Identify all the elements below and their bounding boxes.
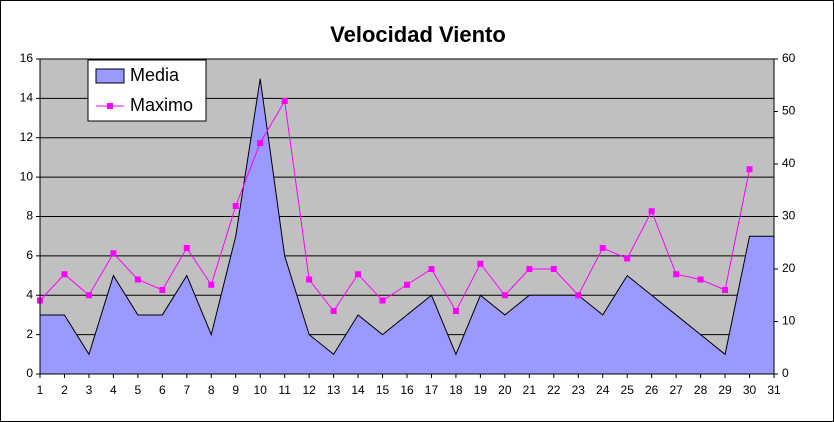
y2-tick-label: 40 xyxy=(782,156,796,170)
y-tick-label: 4 xyxy=(26,287,33,301)
marker xyxy=(281,98,288,104)
y-tick-label: 0 xyxy=(26,366,33,380)
x-tick-label: 29 xyxy=(718,383,732,397)
x-tick-label: 6 xyxy=(159,383,166,397)
x-tick-label: 17 xyxy=(425,383,439,397)
x-tick-label: 26 xyxy=(645,383,659,397)
x-tick-label: 4 xyxy=(110,383,117,397)
x-tick-label: 3 xyxy=(86,383,93,397)
marker xyxy=(355,271,362,278)
x-tick-label: 14 xyxy=(351,383,365,397)
marker xyxy=(599,245,606,251)
x-tick-label: 7 xyxy=(183,383,190,397)
marker xyxy=(477,260,484,267)
x-tick-label: 5 xyxy=(135,383,142,397)
legend-marker xyxy=(107,103,113,109)
x-tick-label: 12 xyxy=(302,383,316,397)
area xyxy=(39,78,775,375)
marker xyxy=(208,281,215,288)
x-tick-label: 9 xyxy=(232,383,239,397)
marker xyxy=(232,203,239,209)
marker xyxy=(379,297,386,304)
marker xyxy=(501,292,508,299)
marker xyxy=(330,308,337,314)
line xyxy=(39,99,751,313)
marker xyxy=(648,208,655,215)
marker xyxy=(428,266,435,272)
y2-tick-label: 10 xyxy=(782,314,796,328)
x-tick-label: 10 xyxy=(254,383,268,397)
y-tick-label: 10 xyxy=(20,169,34,183)
marker xyxy=(306,276,313,283)
marker xyxy=(134,276,141,283)
marker xyxy=(404,281,410,288)
marker xyxy=(61,271,68,278)
y-tick-label: 16 xyxy=(20,51,34,65)
x-tick-label: 18 xyxy=(449,383,463,397)
marker xyxy=(257,140,264,146)
x-tick-label: 11 xyxy=(278,383,291,397)
marker xyxy=(746,166,753,173)
x-tick-label: 24 xyxy=(596,383,610,397)
x-tick-label: 27 xyxy=(669,383,683,397)
legend-label: Media xyxy=(130,65,180,85)
x-tick-label: 13 xyxy=(327,383,341,397)
x-tick-label: 19 xyxy=(474,383,488,397)
x-tick-label: 8 xyxy=(208,383,215,397)
y2-tick-label: 50 xyxy=(782,104,796,118)
marker xyxy=(183,245,190,251)
marker xyxy=(575,292,582,299)
x-tick-label: 25 xyxy=(621,383,635,397)
y-tick-label: 14 xyxy=(20,91,34,105)
x-tick-label: 23 xyxy=(572,383,586,397)
x-tick-label: 22 xyxy=(547,383,561,397)
chart-title: Velocidad Viento xyxy=(330,22,506,47)
marker xyxy=(550,266,557,272)
marker xyxy=(722,287,729,293)
x-tick-label: 15 xyxy=(376,383,390,397)
marker xyxy=(110,250,117,257)
x-tick-label: 20 xyxy=(498,383,512,397)
marker xyxy=(624,255,631,262)
x-tick-label: 21 xyxy=(523,383,537,397)
x-tick-label: 31 xyxy=(767,383,781,397)
legend-label: Maximo xyxy=(130,95,193,115)
y2-tick-label: 0 xyxy=(782,366,789,380)
y2-tick-label: 30 xyxy=(782,209,796,223)
marker xyxy=(452,308,459,314)
marker xyxy=(526,266,533,272)
y-tick-label: 8 xyxy=(26,209,33,223)
marker xyxy=(673,271,680,278)
x-tick-label: 1 xyxy=(37,383,44,397)
y-tick-label: 12 xyxy=(20,130,34,144)
x-tick-label: 2 xyxy=(61,383,68,397)
y-tick-label: 6 xyxy=(26,248,33,262)
marker xyxy=(159,287,166,293)
x-tick-label: 28 xyxy=(694,383,708,397)
marker xyxy=(85,292,92,299)
x-tick-label: 30 xyxy=(743,383,757,397)
legend-swatch xyxy=(95,68,125,84)
y2-tick-label: 60 xyxy=(782,51,796,65)
y-tick-label: 2 xyxy=(26,327,33,341)
marker xyxy=(697,276,704,283)
y2-tick-label: 20 xyxy=(782,261,796,275)
x-tick-label: 16 xyxy=(400,383,414,397)
